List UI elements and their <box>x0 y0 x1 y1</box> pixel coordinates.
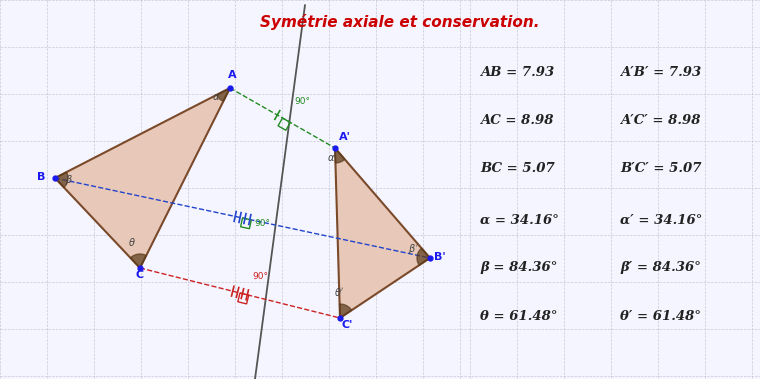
Polygon shape <box>335 148 430 318</box>
Text: α′ = 34.16°: α′ = 34.16° <box>620 213 702 227</box>
Text: A′B′ = 7.93: A′B′ = 7.93 <box>620 66 701 78</box>
Polygon shape <box>340 304 352 318</box>
Text: α = 34.16°: α = 34.16° <box>480 213 559 227</box>
Text: B′C′ = 5.07: B′C′ = 5.07 <box>620 161 701 174</box>
Text: A′C′ = 8.98: A′C′ = 8.98 <box>620 113 701 127</box>
Text: 90°: 90° <box>252 272 268 281</box>
Polygon shape <box>335 148 345 163</box>
Text: $\alpha'$: $\alpha'$ <box>327 152 337 164</box>
Text: $\theta'$: $\theta'$ <box>334 286 344 298</box>
Text: β′ = 84.36°: β′ = 84.36° <box>620 262 701 274</box>
Text: C: C <box>136 270 144 280</box>
Text: A': A' <box>339 132 351 142</box>
Text: β = 84.36°: β = 84.36° <box>480 262 557 274</box>
Polygon shape <box>131 254 146 268</box>
Polygon shape <box>55 172 68 188</box>
Text: θ = 61.48°: θ = 61.48° <box>480 310 558 323</box>
Text: 90°: 90° <box>295 97 311 106</box>
Polygon shape <box>55 88 230 268</box>
Text: $\beta$: $\beta$ <box>65 173 73 187</box>
Text: C': C' <box>342 320 353 330</box>
Text: $\beta'$: $\beta'$ <box>408 242 419 256</box>
Text: Symétrie axiale et conservation.: Symétrie axiale et conservation. <box>260 14 540 30</box>
Polygon shape <box>417 248 430 265</box>
Text: B: B <box>37 172 46 182</box>
Text: AC = 8.98: AC = 8.98 <box>480 113 553 127</box>
Text: $\theta$: $\theta$ <box>128 236 136 248</box>
Text: θ′ = 61.48°: θ′ = 61.48° <box>620 310 701 323</box>
Text: A: A <box>228 70 236 80</box>
Text: BC = 5.07: BC = 5.07 <box>480 161 555 174</box>
Text: $\alpha$: $\alpha$ <box>212 92 220 102</box>
Polygon shape <box>217 88 230 102</box>
Text: B': B' <box>434 252 445 262</box>
Text: 90°: 90° <box>255 219 271 228</box>
Text: AB = 7.93: AB = 7.93 <box>480 66 554 78</box>
